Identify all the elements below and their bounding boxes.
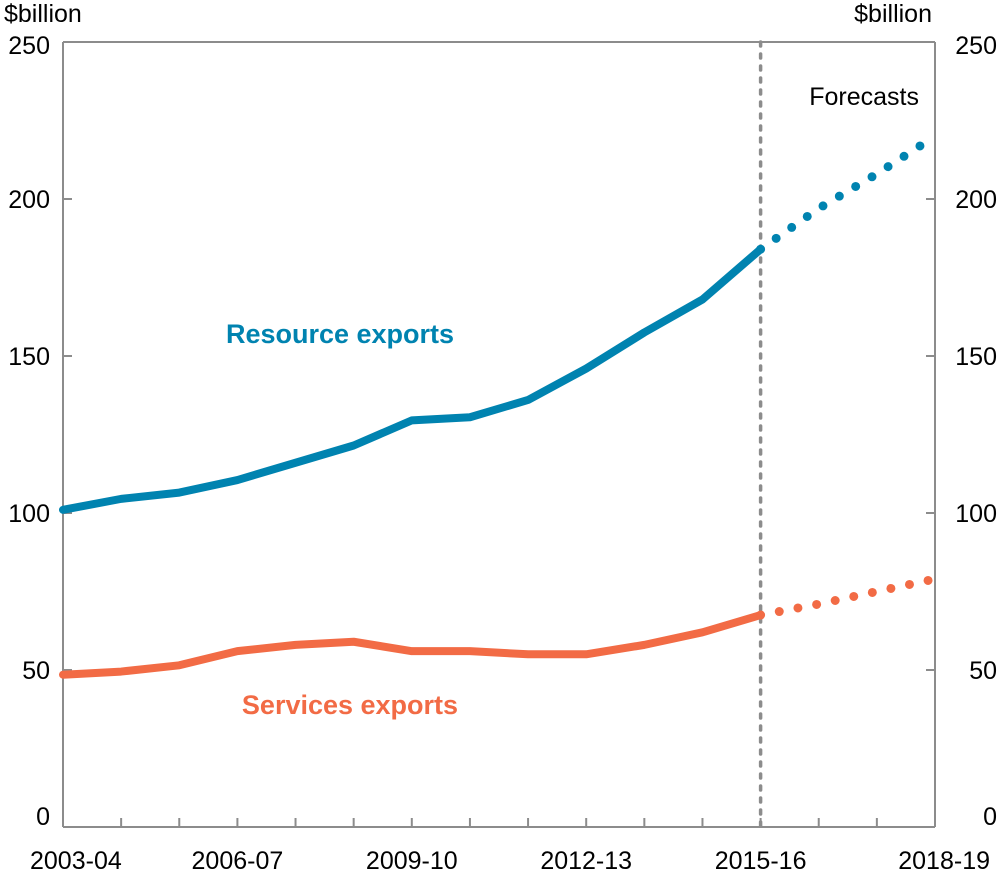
x-tick-label: 2006-07 bbox=[192, 847, 284, 875]
x-tick-label: 2018-19 bbox=[898, 847, 990, 875]
series-lines bbox=[59, 131, 940, 679]
x-tick-label: 2009-10 bbox=[366, 847, 458, 875]
resource-exports-label: Resource exports bbox=[226, 319, 454, 349]
x-tick-label: 2003-04 bbox=[30, 847, 122, 875]
left-y-tick-label: 250 bbox=[8, 32, 50, 60]
left-y-tick-label: 150 bbox=[8, 343, 50, 371]
x-tick-label: 2012-13 bbox=[540, 847, 632, 875]
chart-axes bbox=[62, 40, 936, 829]
right-y-tick-label: 200 bbox=[955, 186, 997, 214]
services-exports-label: Services exports bbox=[242, 690, 458, 720]
x-tick-label: 2015-16 bbox=[715, 847, 807, 875]
forecasts-annotation: Forecasts bbox=[809, 83, 919, 111]
left-y-unit-label: $billion bbox=[4, 0, 82, 28]
right-y-tick-label: 0 bbox=[983, 803, 997, 831]
forecast-line-resource-exports bbox=[756, 131, 940, 254]
left-y-tick-label: 100 bbox=[8, 500, 50, 528]
series-line-services-exports bbox=[59, 611, 765, 679]
left-y-tick-label: 0 bbox=[36, 803, 50, 831]
series-line-resource-exports bbox=[59, 245, 765, 514]
right-y-tick-label: 100 bbox=[955, 500, 997, 528]
right-y-tick-label: 150 bbox=[955, 343, 997, 371]
right-y-tick-label: 250 bbox=[955, 32, 997, 60]
right-y-tick-label: 50 bbox=[969, 657, 997, 685]
left-y-tick-label: 50 bbox=[22, 657, 50, 685]
forecast-line-services-exports bbox=[756, 574, 940, 620]
tick-group: 0 0 50 50 100 100 150 150 200 200 250 250 2003-04 200… bbox=[8, 32, 997, 875]
right-y-unit-label: $billion bbox=[854, 0, 932, 28]
left-y-tick-label: 200 bbox=[8, 186, 50, 214]
